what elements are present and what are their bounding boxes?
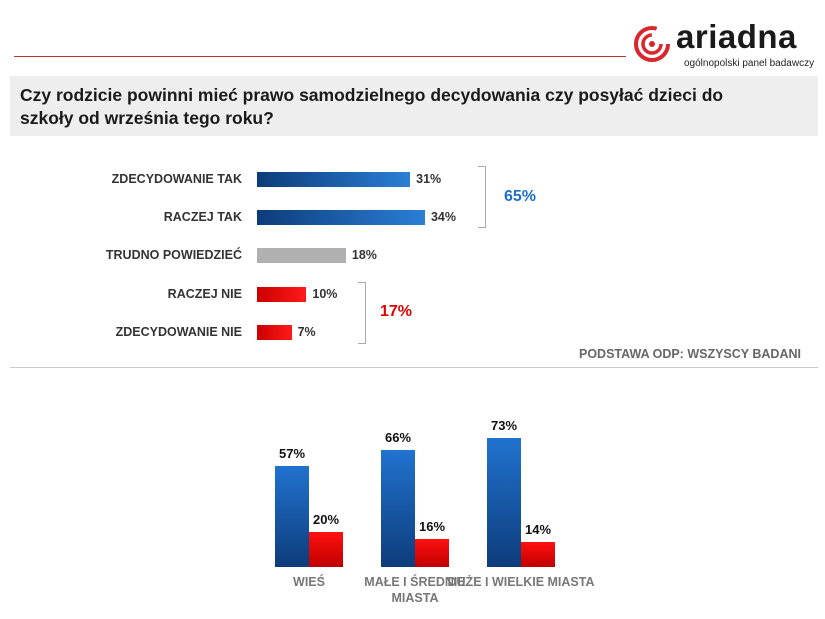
category-label: WIEŚ (293, 575, 325, 589)
category-label: RACZEJ NIE (167, 287, 242, 301)
bar (487, 437, 521, 567)
total-positive: 65% (504, 188, 537, 205)
ariadna-logo: ariadna ogólnopolski panel badawczy (632, 18, 822, 72)
basis-note: PODSTAWA ODP: WSZYSCY BADANI (578, 347, 801, 361)
value-label: 34% (430, 210, 456, 224)
bar (521, 542, 555, 567)
logo-subtitle: ogólnopolski panel badawczy (684, 58, 815, 69)
divider (10, 367, 818, 368)
value-label: 31% (416, 172, 442, 186)
bar (257, 325, 292, 340)
category-label: ZDECYDOWANIE NIE (115, 325, 242, 339)
category-label: MAŁE I ŚREDNIE MIASTA (364, 575, 466, 605)
bracket-negative (358, 282, 366, 344)
value-label: 18% (351, 248, 377, 262)
value-label: 20% (312, 511, 340, 527)
category-label: TRUDNO POWIEDZIEĆ (105, 248, 242, 262)
value-label: 10% (312, 287, 338, 301)
page-title: Czy rodzicie powinni mieć prawo samodzie… (20, 85, 724, 128)
value-label: 7% (297, 325, 316, 339)
category-label: ZDECYDOWANIE TAK (111, 172, 242, 186)
logo-spiral-icon (634, 26, 670, 62)
category-label: DUŻE I WIELKIE MIASTA (447, 575, 595, 589)
value-label: 73% (490, 417, 518, 433)
value-label: 14% (524, 522, 552, 538)
bar (257, 172, 411, 187)
value-label: 16% (418, 518, 446, 534)
bar (257, 248, 346, 263)
bracket-positive (478, 166, 486, 228)
bar (275, 466, 309, 567)
title-bar: Czy rodzicie powinni mieć prawo samodzie… (10, 76, 818, 136)
bar (309, 531, 343, 567)
category-label: RACZEJ TAK (163, 210, 242, 224)
value-label: 57% (278, 446, 306, 462)
bar (257, 287, 307, 302)
bar (381, 450, 415, 567)
total-negative: 17% (380, 303, 413, 320)
bar (415, 538, 449, 567)
header-rule (14, 56, 626, 57)
logo-text: ariadna (676, 18, 797, 55)
bar (257, 210, 425, 225)
value-label: 66% (384, 430, 412, 446)
